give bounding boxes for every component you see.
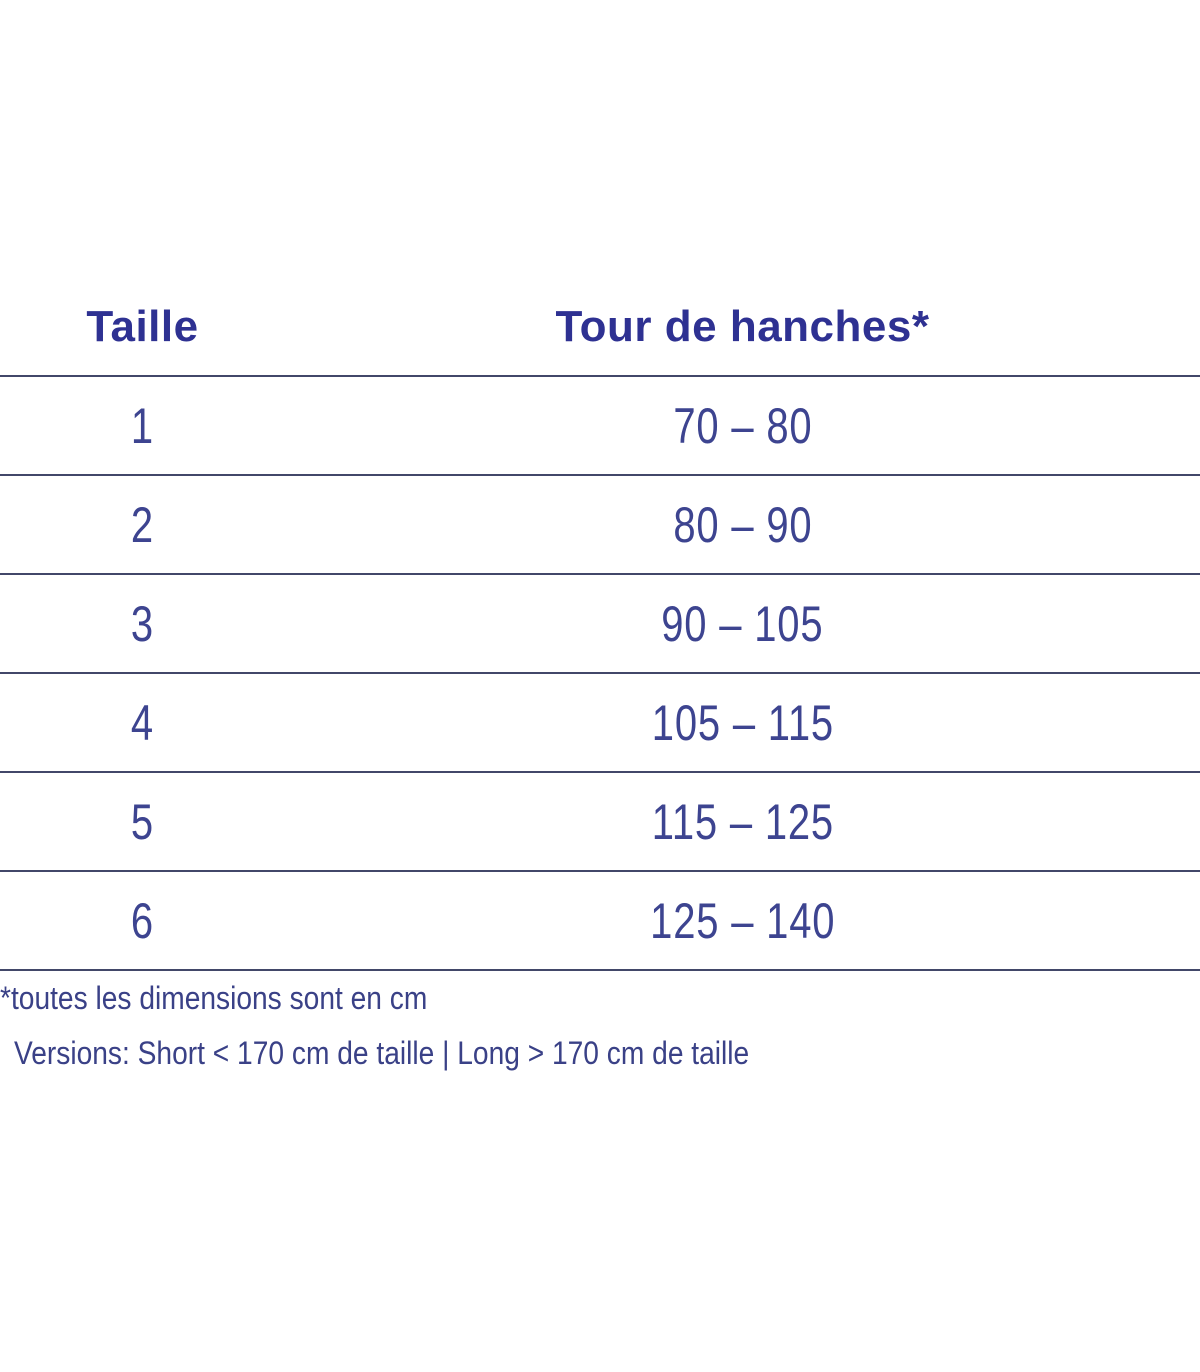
footnote-dimensions: *toutes les dimensions sont en cm	[0, 979, 1200, 1017]
table-row: 2 80 – 90	[0, 476, 1200, 575]
size-cell: 4	[0, 694, 285, 752]
size-cell: 3	[0, 595, 285, 653]
size-cell: 6	[0, 892, 285, 950]
table-row: 6 125 – 140	[0, 872, 1200, 971]
hip-range-value: 70 – 80	[672, 397, 813, 454]
size-value: 3	[130, 595, 155, 652]
size-table: Taille Tour de hanches* 1 70 – 80 2 80 –…	[0, 278, 1200, 971]
size-cell: 1	[0, 397, 285, 455]
column-header-hip-circumference: Tour de hanches*	[555, 301, 930, 351]
hip-range-value: 90 – 105	[661, 595, 824, 652]
table-row: 1 70 – 80	[0, 377, 1200, 476]
table-row: 4 105 – 115	[0, 674, 1200, 773]
hip-range-value: 105 – 115	[651, 694, 834, 751]
footnote-versions-text: Versions: Short < 170 cm de taille | Lon…	[14, 1035, 750, 1071]
size-value: 4	[130, 694, 155, 751]
hip-range-value: 115 – 125	[651, 793, 834, 850]
size-cell: 5	[0, 793, 285, 851]
hip-range-cell: 105 – 115	[285, 694, 1200, 752]
size-value: 2	[130, 496, 155, 553]
hip-range-cell: 70 – 80	[285, 397, 1200, 455]
size-value: 1	[130, 397, 155, 454]
table-header-row: Taille Tour de hanches*	[0, 278, 1200, 377]
hip-range-cell: 115 – 125	[285, 793, 1200, 851]
hip-range-value: 125 – 140	[649, 892, 836, 949]
footnote-dimensions-text: *toutes les dimensions sont en cm	[0, 980, 428, 1016]
size-value: 6	[130, 892, 155, 949]
hip-range-value: 80 – 90	[672, 496, 813, 553]
hip-range-cell: 80 – 90	[285, 496, 1200, 554]
table-row: 5 115 – 125	[0, 773, 1200, 872]
table-row: 3 90 – 105	[0, 575, 1200, 674]
column-header-size: Taille	[86, 301, 199, 351]
hip-range-cell: 90 – 105	[285, 595, 1200, 653]
size-value: 5	[130, 793, 155, 850]
footnote-versions: Versions: Short < 170 cm de taille | Lon…	[0, 1034, 1200, 1072]
hip-range-cell: 125 – 140	[285, 892, 1200, 950]
size-cell: 2	[0, 496, 285, 554]
